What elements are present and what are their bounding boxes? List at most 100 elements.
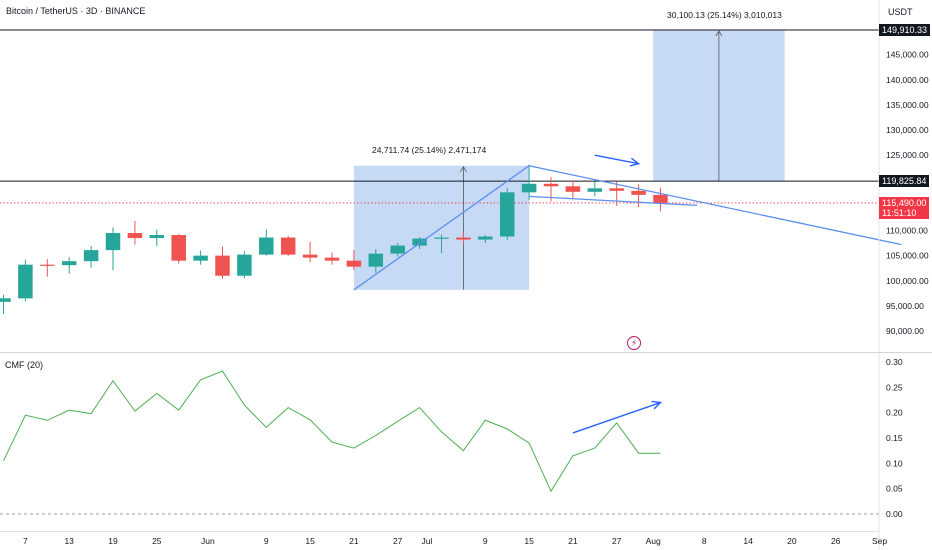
cmf-arrow-1-head bbox=[651, 400, 663, 410]
candle-body bbox=[259, 237, 274, 255]
time-axis-tick: 8 bbox=[702, 536, 707, 546]
time-axis-tick: 25 bbox=[152, 536, 162, 546]
currency-label: USDT bbox=[888, 7, 913, 17]
cmf-line bbox=[3, 370, 661, 493]
candle bbox=[61, 257, 77, 274]
candle bbox=[105, 227, 121, 271]
price-axis-tick: 140,000.00 bbox=[886, 75, 929, 85]
candle-body bbox=[0, 298, 11, 302]
time-axis-tick: Jul bbox=[421, 536, 432, 546]
candle-body bbox=[587, 188, 603, 192]
candle-body bbox=[149, 235, 165, 239]
candle bbox=[324, 252, 340, 265]
candle-body bbox=[412, 238, 427, 246]
reference-lines bbox=[0, 29, 879, 204]
measure-label-target: 30,100.13 (25.14%) 3,010,013 bbox=[667, 10, 782, 20]
candle-body bbox=[565, 186, 581, 192]
current-price-value: 115,490.00 bbox=[882, 198, 927, 208]
candle-body bbox=[631, 190, 646, 195]
candle bbox=[521, 164, 537, 201]
measure-label-rally: 24,711.74 (25.14%) 2,471,174 bbox=[372, 145, 487, 155]
candle-body bbox=[368, 253, 384, 267]
price-axis-tick: 135,000.00 bbox=[886, 100, 929, 110]
price-axis-tick: 90,000.00 bbox=[886, 326, 924, 336]
candle-body bbox=[127, 233, 143, 239]
time-axis-tick: 26 bbox=[831, 536, 841, 546]
candle bbox=[346, 250, 362, 271]
time-axis-tick: Jun bbox=[201, 536, 215, 546]
price-axis-tick: 95,000.00 bbox=[886, 301, 924, 311]
measure-arrowhead-1 bbox=[460, 165, 467, 172]
time-axis-tick: 27 bbox=[612, 536, 622, 546]
time-axis-tick: 19 bbox=[108, 536, 118, 546]
time-axis-tick: 15 bbox=[305, 536, 315, 546]
time-axis-tick: 13 bbox=[64, 536, 74, 546]
candle bbox=[631, 184, 646, 208]
candle bbox=[83, 246, 99, 268]
candle-body bbox=[346, 260, 362, 267]
candle-body bbox=[193, 255, 208, 261]
time-axis-tick: 9 bbox=[483, 536, 488, 546]
candle bbox=[302, 242, 318, 263]
time-axis-tick: 14 bbox=[743, 536, 753, 546]
candle bbox=[456, 232, 471, 245]
candle bbox=[653, 187, 668, 212]
cmf-axis-tick: 0.25 bbox=[886, 382, 903, 392]
candle-body bbox=[653, 194, 668, 203]
time-axis-tick: Sep bbox=[872, 536, 887, 546]
candle bbox=[0, 294, 11, 314]
chart-title: Bitcoin / TetherUS · 3D · BINANCE bbox=[6, 6, 146, 16]
candle-body bbox=[237, 254, 252, 276]
time-axis-tick: Aug bbox=[646, 536, 661, 546]
candle-body bbox=[83, 250, 99, 262]
trend-lines bbox=[353, 154, 902, 291]
time-axis-tick: 7 bbox=[23, 536, 28, 546]
candle bbox=[565, 180, 581, 200]
candle bbox=[193, 250, 208, 265]
candle bbox=[368, 249, 384, 273]
candle bbox=[280, 236, 296, 257]
time-axis-tick: 9 bbox=[264, 536, 269, 546]
candle bbox=[478, 235, 493, 244]
time-axis-tick: 20 bbox=[787, 536, 797, 546]
candle bbox=[215, 246, 230, 279]
candle bbox=[18, 259, 33, 302]
candle bbox=[127, 220, 143, 245]
candle-countdown: 11:51:10 bbox=[882, 208, 917, 218]
candle bbox=[259, 229, 274, 256]
price-axis-tick: 100,000.00 bbox=[886, 276, 929, 286]
cmf-axis-tick: 0.20 bbox=[886, 408, 903, 418]
trend-line-1 bbox=[353, 165, 530, 291]
cmf-axis-tick: 0.15 bbox=[886, 433, 903, 443]
price-axis-tick: 125,000.00 bbox=[886, 150, 929, 160]
candle-body bbox=[171, 235, 186, 261]
time-axis-tick: 15 bbox=[524, 536, 534, 546]
candle-body bbox=[390, 245, 405, 254]
candle bbox=[434, 234, 449, 254]
candle-body bbox=[215, 255, 230, 276]
trend-line-3 bbox=[529, 195, 698, 207]
time-axis-tick: 27 bbox=[393, 536, 403, 546]
cmf-arrow-1 bbox=[572, 401, 661, 434]
candle bbox=[149, 229, 165, 247]
price-arrow-1-head bbox=[629, 157, 641, 167]
cmf-indicator-label[interactable]: CMF (20) bbox=[5, 360, 43, 370]
candle-body bbox=[478, 236, 493, 240]
flash-icon[interactable]: ⚡ bbox=[627, 336, 641, 350]
candle-body bbox=[324, 257, 340, 261]
resistance-price-tag: 119,825.84 bbox=[879, 175, 930, 187]
target-price-tag: 149,910.33 bbox=[879, 24, 931, 36]
time-axis-tick: 21 bbox=[349, 536, 359, 546]
current-price-tag: 115,490.00 11:51:10 bbox=[879, 197, 930, 219]
time-axis-tick: 21 bbox=[568, 536, 578, 546]
price-axis-tick: 145,000.00 bbox=[886, 50, 929, 60]
candle-body bbox=[61, 261, 77, 266]
candle-body bbox=[105, 233, 121, 251]
candle bbox=[609, 181, 624, 206]
cmf-axis-tick: 0.00 bbox=[886, 509, 903, 519]
price-axis-tick: 130,000.00 bbox=[886, 125, 929, 135]
candle-body bbox=[456, 237, 471, 240]
cmf-axis-tick: 0.10 bbox=[886, 458, 903, 468]
